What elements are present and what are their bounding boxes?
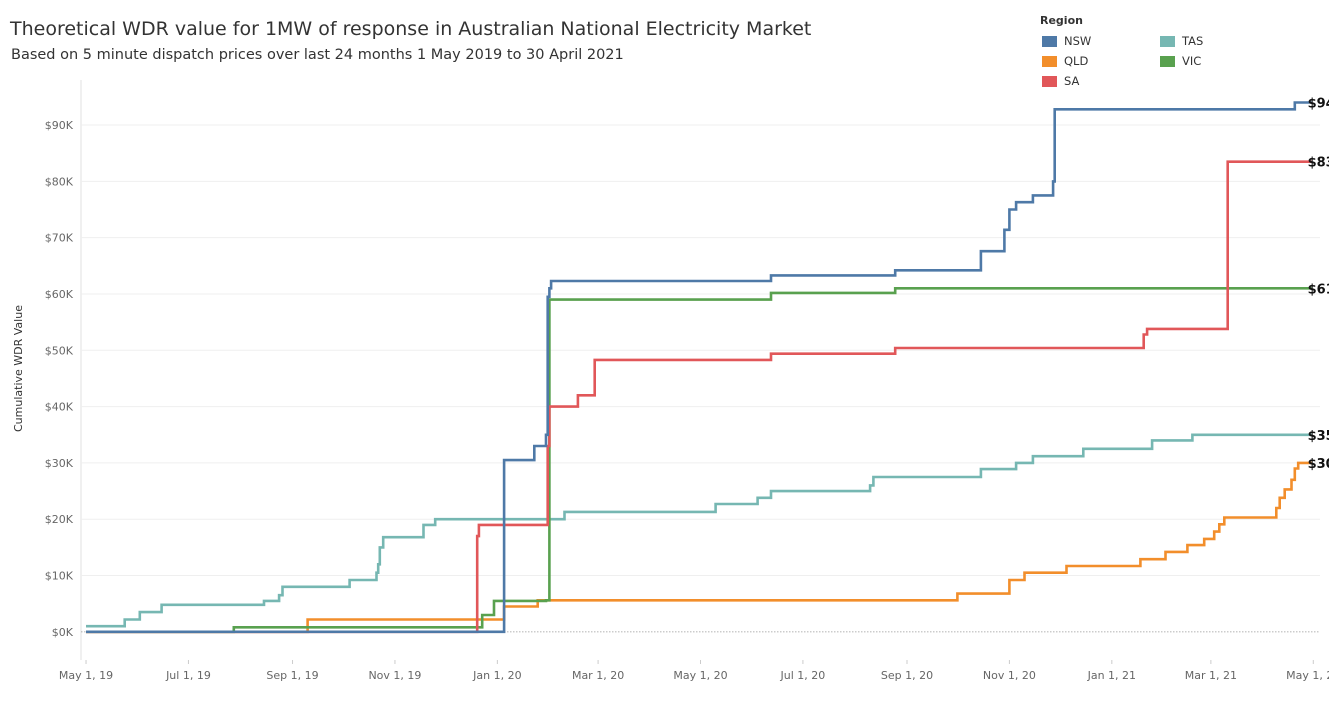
y-tick-label: $90K: [45, 119, 74, 132]
legend-title: Region: [1040, 14, 1083, 27]
legend-swatch-qld: [1042, 55, 1057, 67]
legend-label-qld: QLD: [1064, 54, 1089, 68]
y-tick-label: $10K: [45, 570, 74, 583]
series-line-sa: [86, 160, 1312, 634]
x-tick-label: Mar 1, 21: [1185, 669, 1237, 682]
x-tick-label: May 1, 21: [1286, 669, 1329, 682]
y-tick-label: $0K: [52, 626, 74, 639]
x-tick-label: Nov 1, 19: [368, 669, 421, 682]
legend-item-sa[interactable]: SA: [1042, 74, 1079, 88]
series-line-vic: [86, 287, 1312, 634]
legend-label-nsw: NSW: [1064, 34, 1092, 48]
x-tick-label: Jul 1, 19: [165, 669, 211, 682]
end-label-vic: $61K: [1308, 282, 1329, 297]
y-tick-label: $40K: [45, 401, 74, 414]
x-tick-label: Mar 1, 20: [572, 669, 624, 682]
x-tick-label: Jan 1, 20: [472, 669, 521, 682]
series-line-tas: [86, 433, 1312, 628]
y-tick-label: $80K: [45, 175, 74, 188]
x-tick-label: Jan 1, 21: [1087, 669, 1136, 682]
x-tick-label: Sep 1, 19: [266, 669, 318, 682]
legend-label-tas: TAS: [1182, 34, 1204, 48]
legend-label-vic: VIC: [1182, 54, 1202, 68]
y-tick-label: $70K: [45, 232, 74, 245]
series-line-qld: [86, 461, 1312, 634]
chart-title: Theoretical WDR value for 1MW of respons…: [10, 18, 812, 40]
x-tick-label: May 1, 20: [673, 669, 727, 682]
x-tick-label: Sep 1, 20: [881, 669, 933, 682]
legend-swatch-sa: [1042, 75, 1057, 87]
legend-item-qld[interactable]: QLD: [1042, 54, 1088, 68]
y-tick-label: $30K: [45, 457, 74, 470]
end-label-tas: $35K: [1308, 429, 1329, 444]
legend: Region NSW QLD SA TAS VIC: [1040, 14, 1290, 94]
legend-item-tas[interactable]: TAS: [1160, 34, 1203, 48]
legend-swatch-tas: [1160, 35, 1175, 47]
legend-swatch-vic: [1160, 55, 1175, 67]
legend-swatch-nsw: [1042, 35, 1057, 47]
end-label-qld: $30K: [1308, 457, 1329, 472]
series-line-nsw: [86, 101, 1312, 634]
legend-item-vic[interactable]: VIC: [1160, 54, 1201, 68]
x-tick-label: Nov 1, 20: [983, 669, 1036, 682]
y-tick-label: $20K: [45, 513, 74, 526]
legend-item-nsw[interactable]: NSW: [1042, 34, 1091, 48]
end-label-sa: $83K: [1308, 156, 1329, 171]
chart-subtitle: Based on 5 minute dispatch prices over l…: [11, 47, 624, 63]
end-label-nsw: $94K: [1308, 97, 1329, 112]
x-tick-label: May 1, 19: [59, 669, 113, 682]
legend-label-sa: SA: [1064, 74, 1080, 88]
y-tick-label: $50K: [45, 344, 74, 357]
x-tick-label: Jul 1, 20: [780, 669, 826, 682]
y-tick-label: $60K: [45, 288, 74, 301]
